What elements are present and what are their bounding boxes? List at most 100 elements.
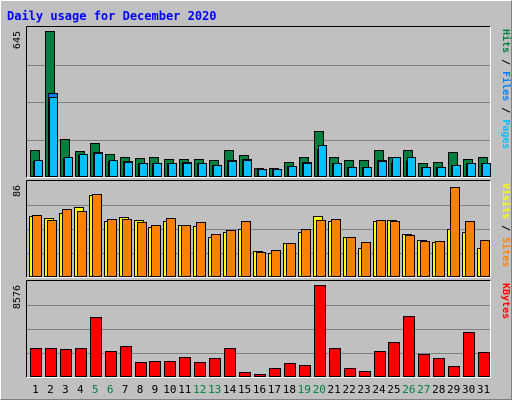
legend-item: Pages [500, 119, 511, 149]
x-tick-label: 6 [107, 383, 114, 396]
legend-item: Hits [500, 29, 512, 53]
bar-sites [361, 242, 371, 277]
bar-kbytes [388, 342, 400, 377]
bar-kbytes [269, 368, 281, 377]
x-tick-label: 15 [238, 383, 251, 396]
bar-pages [94, 153, 103, 177]
bar-pages [273, 169, 282, 177]
bar-pages [198, 163, 207, 177]
panel-middle: 86 Visits / Sites [12, 180, 512, 278]
x-tick-label: 26 [402, 383, 415, 396]
bar-kbytes [149, 361, 161, 377]
bar-pages [363, 167, 372, 177]
bar-kbytes [60, 349, 72, 377]
bar-sites [166, 218, 176, 277]
legend: Visits / Sites [500, 183, 512, 267]
bar-kbytes [299, 365, 311, 377]
x-tick-label: 4 [77, 383, 84, 396]
bar-sites [301, 229, 311, 277]
legend-item: Visits [500, 183, 512, 219]
bar-sites [420, 241, 430, 277]
bar-sites [92, 194, 102, 277]
bar-sites [271, 250, 281, 277]
bar-sites [405, 235, 415, 277]
bar-pages [124, 162, 133, 177]
x-tick-label: 19 [298, 383, 311, 396]
x-tick-label: 17 [268, 383, 281, 396]
bar-kbytes [120, 346, 132, 377]
x-tick-label: 31 [477, 383, 490, 396]
bar-pages [258, 169, 267, 177]
x-tick-label: 27 [417, 383, 430, 396]
bar-kbytes [433, 358, 445, 377]
bar-sites [151, 225, 161, 277]
bar-pages [467, 163, 476, 177]
bar-pages [168, 163, 177, 177]
bar-sites [226, 230, 236, 277]
bar-sites [32, 215, 42, 277]
bar-kbytes [239, 372, 251, 377]
x-tick-label: 1 [32, 383, 39, 396]
x-tick-label: 23 [357, 383, 370, 396]
bar-kbytes [135, 362, 147, 377]
bar-pages [153, 163, 162, 177]
bar-sites [376, 220, 386, 277]
bar-pages [437, 167, 446, 177]
bar-sites [286, 243, 296, 277]
x-tick-label: 24 [372, 383, 386, 396]
bar-pages [288, 166, 297, 177]
bar-pages [64, 157, 73, 177]
bar-sites [346, 237, 356, 277]
x-tick-label: 14 [223, 383, 237, 396]
bar-sites [450, 187, 460, 277]
bar-kbytes [75, 348, 87, 377]
x-tick-label: 25 [387, 383, 400, 396]
bar-kbytes [179, 357, 191, 377]
x-tick-label: 3 [62, 383, 69, 396]
bar-pages [139, 163, 148, 177]
bar-kbytes [418, 354, 430, 377]
bar-sites [331, 219, 341, 277]
bar-pages [183, 163, 192, 177]
bar-kbytes [344, 368, 356, 377]
x-tick-label: 16 [253, 383, 266, 396]
x-tick-label: 21 [328, 383, 341, 396]
bar-kbytes [374, 351, 386, 377]
bar-kbytes [463, 332, 475, 377]
legend-item: Sites [500, 237, 512, 267]
bar-pages [392, 157, 401, 177]
bar-kbytes [194, 362, 206, 377]
bar-kbytes [359, 371, 371, 377]
bar-pages [213, 165, 222, 177]
bar-pages [243, 160, 252, 177]
x-tick-label: 18 [283, 383, 296, 396]
x-tick-label: 11 [178, 383, 191, 396]
bar-pages [333, 163, 342, 177]
bar-sites [107, 219, 117, 277]
bar-kbytes [254, 374, 266, 377]
x-tick-label: 5 [92, 383, 99, 396]
legend-separator: / [500, 53, 511, 71]
bar-kbytes [478, 352, 490, 377]
panel-top: 645 Hits / Files / Pages [12, 26, 512, 178]
bar-kbytes [30, 348, 42, 377]
panel-bottom: 8576 KBytes [12, 280, 511, 378]
bar-pages [378, 161, 387, 177]
bar-pages [422, 167, 431, 177]
chart-title: Daily usage for December 2020 [7, 9, 217, 23]
bar-kbytes [403, 316, 415, 377]
bar-sites [137, 222, 147, 277]
bar-kbytes [164, 361, 176, 377]
bar-sites [77, 211, 87, 277]
y-max-label: 645 [12, 31, 23, 49]
bar-pages [303, 163, 312, 177]
bar-sites [465, 221, 475, 277]
legend: Hits / Files / Pages [500, 29, 512, 149]
x-tick-label: 20 [313, 383, 326, 396]
bar-sites [196, 222, 206, 277]
bar-sites [181, 225, 191, 277]
y-max-label: 8576 [12, 285, 23, 309]
x-tick-label: 2 [47, 383, 54, 396]
bar-kbytes [314, 285, 326, 377]
